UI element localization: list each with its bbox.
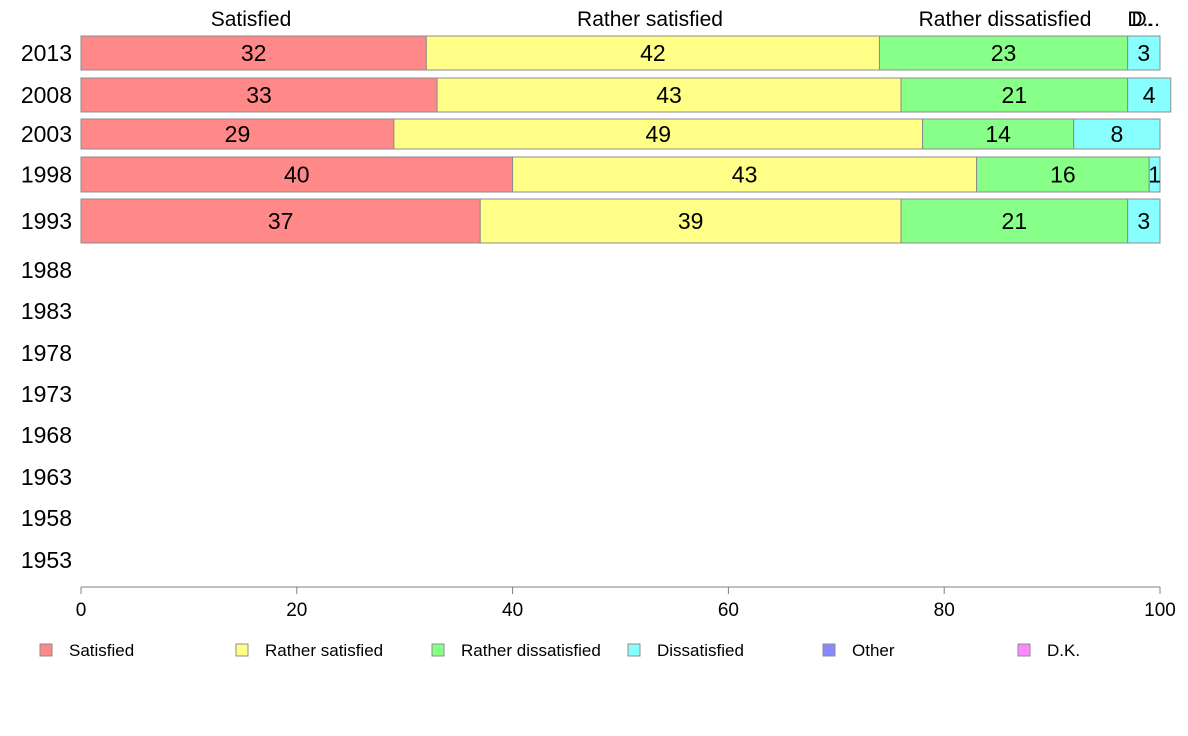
year-label: 1958 [21,505,72,531]
bar-value-label: 23 [991,40,1017,66]
legend-label: Other [852,641,895,660]
bar-segment [1148,156,1161,193]
bar-segment [900,198,1129,244]
bar-value-label: 4 [1143,82,1156,108]
bar-segment [80,198,481,244]
bar-segment [900,77,1129,113]
legend-label: Satisfied [69,641,134,660]
bar-segment [1127,77,1172,113]
legend-swatch [431,643,445,657]
x-tick-label: 20 [286,600,307,621]
bar-value-label: 3 [1137,208,1150,234]
bar-value-label: 1 [1148,162,1161,188]
year-label: 1983 [21,298,72,324]
year-label: 1978 [21,340,72,366]
x-tick-label: 0 [76,600,87,621]
legend-item: Rather dissatisfied [431,641,601,660]
x-tick-label: 60 [718,600,739,621]
year-label: 1988 [21,257,72,283]
bar-value-label: 16 [1050,162,1076,188]
legend-label: Dissatisfied [657,641,744,660]
year-label: 1993 [21,208,72,234]
bar-segment [512,156,978,193]
legend-swatch [1017,643,1031,657]
bar-value-label: 32 [241,40,267,66]
top-labels: Satisfied Rather satisfied Rather dissatis… [211,8,1160,31]
bars: 32 42 23 333 43 21 429 49 14 840 43 16 137 39 21 3 [80,35,1172,244]
legend-item: Rather satisfied [235,641,383,660]
bar-value-label: 37 [268,208,294,234]
bar-value-label: 21 [1002,82,1028,108]
bar-segment [80,156,514,193]
bar-segment [436,77,902,113]
year-label: 1998 [21,162,72,188]
legend-swatch [822,643,836,657]
top-series-label: D... [1127,8,1160,31]
bar-value-label: 33 [246,82,272,108]
year-label: 1968 [21,422,72,448]
bar-value-label: 8 [1110,121,1123,147]
x-tick-label: 40 [502,600,523,621]
x-tick-label: 100 [1144,600,1176,621]
legend-item: Dissatisfied [627,641,744,660]
legend-item: Satisfied [39,641,134,660]
bar-segment [1127,35,1161,71]
bar-segment [425,35,880,71]
bar-segment [922,118,1075,150]
bar-segment [976,156,1150,193]
bar-value-label: 40 [284,162,310,188]
legend: Satisfied Rather satisfied Rather dissatis… [39,641,1080,660]
legend-swatch [627,643,641,657]
bar-segment [1073,118,1161,150]
bar-value-label: 49 [645,121,671,147]
bar-value-label: 3 [1137,40,1150,66]
top-series-label: Satisfied [211,8,292,31]
bar-segment [80,77,438,113]
year-label: 2013 [21,40,72,66]
year-label: 2003 [21,121,72,147]
legend-label: D.K. [1047,641,1080,660]
bar-value-label: 43 [656,82,682,108]
bar-segment [1127,198,1161,244]
year-label: 1953 [21,547,72,573]
top-series-label: Rather satisfied [577,8,723,31]
bar-segment [479,198,902,244]
legend-item: Other [822,641,895,660]
bar-value-label: 14 [985,121,1011,147]
x-tick-label: 80 [934,600,955,621]
year-label: 2008 [21,82,72,108]
x-axis: 0 20 40 60 80 100 [76,586,1176,621]
bar-segment [393,118,924,150]
y-axis: 2013 2008 2003 1998 1993 1988 1983 1978 1973 1968… [21,40,72,573]
legend-swatch [39,643,53,657]
legend-label: Rather satisfied [265,641,383,660]
year-label: 1963 [21,464,72,490]
legend-item: D.K. [1017,641,1080,660]
bar-segment [80,118,395,150]
top-series-label: Rather dissatisfied [919,8,1092,31]
legend-swatch [235,643,249,657]
top-series-label: D. [1132,8,1153,31]
year-label: 1973 [21,381,72,407]
bar-value-label: 29 [225,121,251,147]
bar-value-label: 21 [1002,208,1028,234]
legend-label: Rather dissatisfied [461,641,601,660]
bar-value-label: 43 [732,162,758,188]
bar-value-label: 42 [640,40,666,66]
bar-value-label: 39 [678,208,704,234]
